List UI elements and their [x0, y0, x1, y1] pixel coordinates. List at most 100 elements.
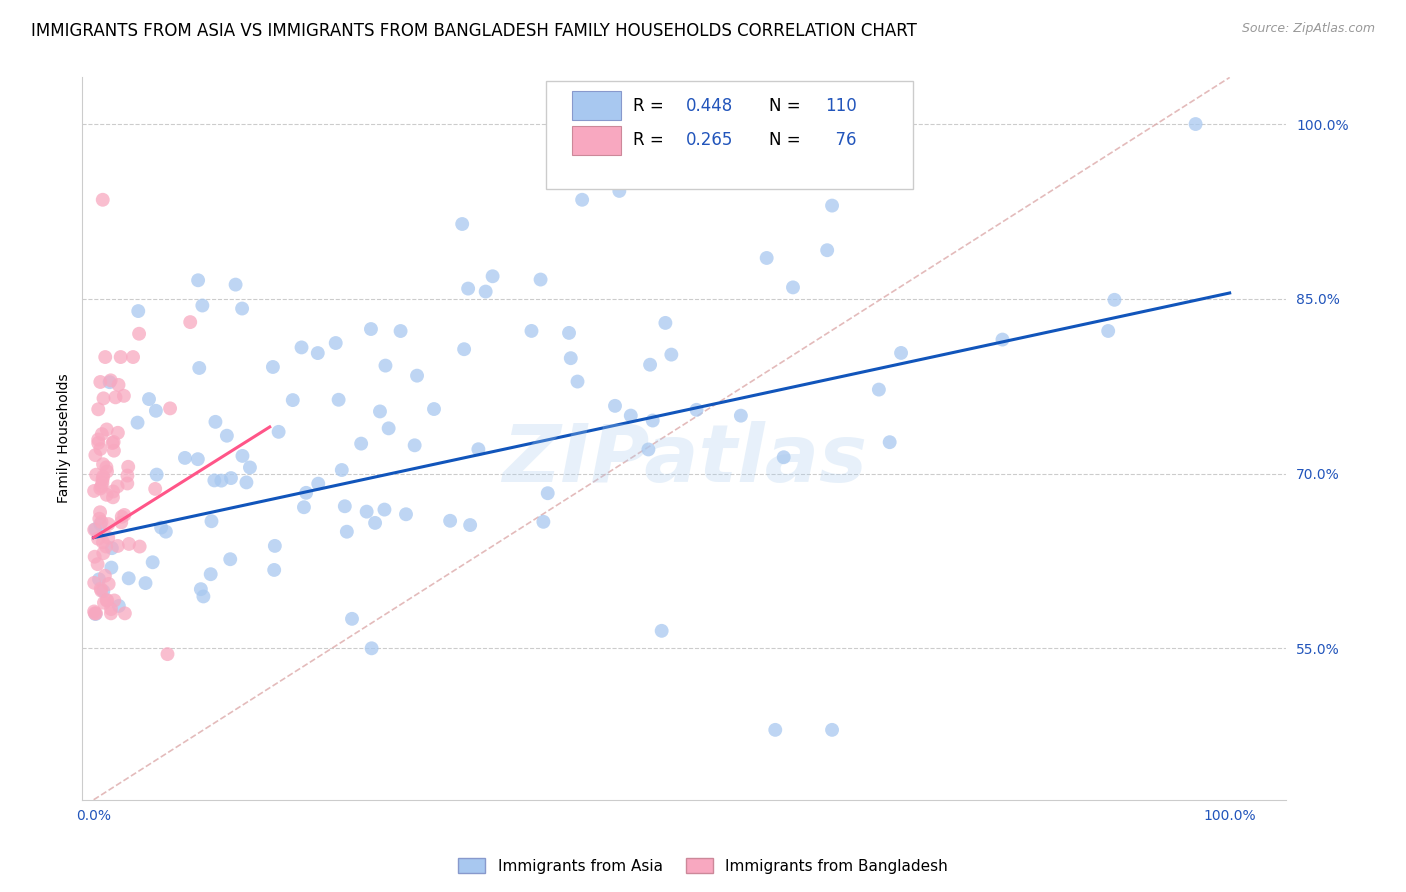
Point: [84, 448, 107, 462]
Point: [193, 590, 215, 604]
Text: Source: ZipAtlas.com: Source: ZipAtlas.com: [1241, 22, 1375, 36]
Point: [118, 571, 141, 585]
Point: [336, 524, 359, 539]
Point: [239, 460, 262, 475]
Point: [107, 479, 129, 493]
Point: [537, 486, 560, 500]
Point: [96, 422, 118, 436]
Point: [202, 474, 225, 488]
Point: [89, 505, 111, 519]
Point: [451, 217, 474, 231]
Point: [360, 641, 382, 656]
Point: [96, 460, 118, 475]
Point: [263, 563, 285, 577]
Point: [560, 351, 582, 366]
Point: [603, 399, 626, 413]
Point: [110, 516, 132, 530]
Point: [641, 413, 664, 427]
Point: [890, 346, 912, 360]
Point: [101, 436, 124, 450]
Point: [879, 435, 901, 450]
Point: [637, 442, 659, 457]
Point: [821, 723, 844, 737]
Point: [104, 390, 127, 404]
Point: [100, 560, 122, 574]
Point: [91, 469, 114, 483]
Point: [150, 520, 173, 534]
Point: [89, 442, 111, 456]
Point: [90, 583, 112, 598]
Point: [423, 402, 446, 417]
Point: [262, 359, 284, 374]
Point: [215, 428, 238, 442]
Point: [138, 392, 160, 406]
Point: [439, 514, 461, 528]
Point: [128, 540, 150, 554]
Point: [91, 546, 114, 560]
Point: [458, 518, 481, 533]
Point: [86, 557, 108, 571]
Point: [134, 576, 156, 591]
Point: [87, 572, 110, 586]
Point: [83, 604, 105, 618]
Point: [292, 500, 315, 515]
Point: [94, 540, 117, 554]
Point: [96, 465, 118, 479]
Point: [103, 434, 125, 449]
Point: [97, 531, 120, 545]
Point: [868, 383, 890, 397]
Point: [231, 301, 253, 316]
Point: [127, 304, 149, 318]
Point: [96, 593, 118, 607]
Point: [187, 452, 209, 467]
Point: [307, 346, 329, 360]
Point: [90, 427, 112, 442]
Point: [98, 375, 121, 389]
Point: [108, 599, 131, 613]
Point: [89, 482, 111, 496]
Point: [638, 358, 661, 372]
Point: [179, 315, 201, 329]
Point: [90, 479, 112, 493]
Point: [101, 484, 124, 499]
Point: [117, 476, 139, 491]
Point: [340, 612, 363, 626]
Point: [84, 607, 107, 621]
Point: [128, 326, 150, 341]
Point: [90, 582, 112, 596]
Point: [821, 198, 844, 212]
Point: [529, 272, 551, 286]
Point: [281, 393, 304, 408]
Point: [263, 539, 285, 553]
Point: [89, 375, 111, 389]
Point: [90, 515, 112, 529]
Point: [97, 517, 120, 532]
Bar: [572, 91, 620, 120]
Point: [295, 485, 318, 500]
Point: [143, 482, 166, 496]
Point: [87, 532, 110, 546]
Point: [100, 607, 122, 621]
Text: R =: R =: [633, 96, 669, 114]
Point: [91, 584, 114, 599]
Point: [377, 421, 399, 435]
Point: [231, 449, 253, 463]
Point: [83, 523, 105, 537]
Text: IMMIGRANTS FROM ASIA VS IMMIGRANTS FROM BANGLADESH FAMILY HOUSEHOLDS CORRELATION: IMMIGRANTS FROM ASIA VS IMMIGRANTS FROM …: [31, 22, 917, 40]
Point: [235, 475, 257, 490]
Point: [112, 389, 135, 403]
Point: [103, 443, 125, 458]
Point: [360, 322, 382, 336]
Point: [142, 555, 165, 569]
Point: [112, 508, 135, 522]
Point: [84, 607, 107, 621]
Point: [83, 575, 105, 590]
Point: [117, 468, 139, 483]
Point: [83, 607, 105, 621]
Text: R =: R =: [633, 131, 669, 149]
Point: [373, 502, 395, 516]
Point: [620, 409, 643, 423]
Point: [328, 392, 350, 407]
Point: [156, 647, 179, 661]
Point: [87, 436, 110, 450]
